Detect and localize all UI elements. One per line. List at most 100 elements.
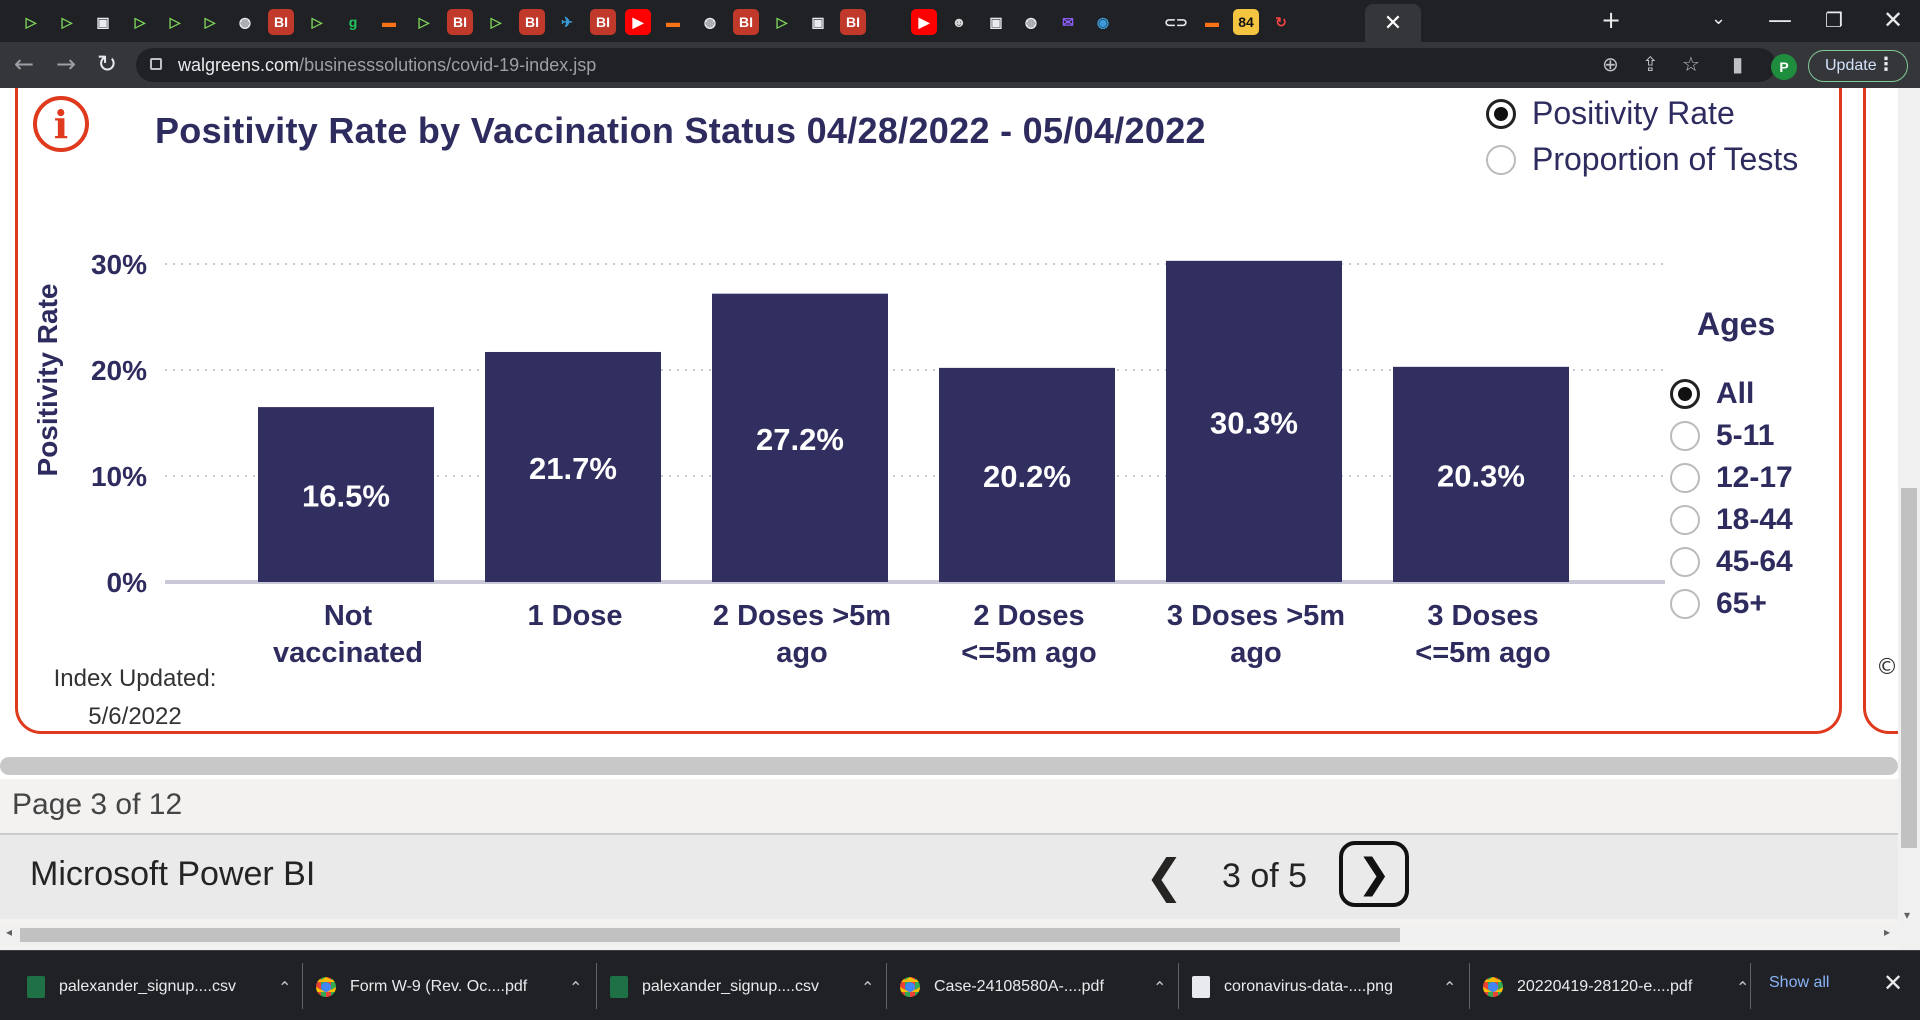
play-icon[interactable]: ▷ <box>418 13 430 30</box>
previous-page-button[interactable]: ❮ <box>1145 849 1184 903</box>
download-item[interactable]: Case-24108580A-....pdf ⌃ <box>900 961 1166 1013</box>
bi-logo-icon[interactable]: BI <box>733 9 759 35</box>
bird-icon[interactable]: ✈ <box>561 13 573 30</box>
bookmark-ribbon-icon[interactable]: ▬ <box>1205 14 1219 30</box>
age-option-5-11[interactable]: 5-11 <box>1670 419 1774 453</box>
age-option-12-17[interactable]: 12-17 <box>1670 461 1793 495</box>
show-all-downloads-button[interactable]: Show all <box>1769 974 1830 991</box>
download-item[interactable]: palexander_signup....csv ⌃ <box>27 961 291 1013</box>
youtube-icon[interactable]: ▶ <box>625 9 651 35</box>
forward-button[interactable]: → <box>56 50 77 78</box>
badge-84-icon[interactable]: 84 <box>1233 9 1259 35</box>
side-panel-icon[interactable]: ▮ <box>1732 52 1744 76</box>
info-icon[interactable]: i <box>33 96 89 152</box>
play-icon[interactable]: ▷ <box>204 13 216 30</box>
scroll-thumb[interactable] <box>0 757 1898 775</box>
portrait-icon[interactable]: ☻ <box>951 14 967 30</box>
radio-unselected-icon[interactable] <box>1670 421 1700 451</box>
chevron-up-icon[interactable]: ⌃ <box>278 977 292 997</box>
radio-unselected-icon[interactable] <box>1670 463 1700 493</box>
download-item[interactable]: 20220419-28120-e....pdf ⌃ <box>1483 961 1749 1013</box>
bookmark-ribbon-icon[interactable]: ▬ <box>666 14 680 30</box>
bar[interactable] <box>258 407 434 582</box>
chevron-up-icon[interactable]: ⌃ <box>569 977 583 997</box>
close-downloads-icon[interactable]: ✕ <box>1883 969 1904 997</box>
radio-selected-icon[interactable] <box>1670 379 1700 409</box>
close-window-button[interactable]: ✕ <box>1883 6 1904 34</box>
minimize-button[interactable]: — <box>1768 6 1792 34</box>
play-icon[interactable]: ▷ <box>311 13 323 30</box>
bar[interactable] <box>485 351 661 582</box>
bookmark-ribbon-icon[interactable]: ▬ <box>382 14 396 30</box>
powerbi-brand[interactable]: Microsoft Power BI <box>30 855 316 893</box>
chevron-up-icon[interactable]: ⌃ <box>1153 977 1167 997</box>
active-tab-close-icon[interactable]: ✕ <box>1365 4 1421 42</box>
bar[interactable] <box>712 293 888 582</box>
refresh-red-icon[interactable]: ↻ <box>1275 13 1287 30</box>
download-item[interactable]: coronavirus-data-....png ⌃ <box>1192 961 1456 1013</box>
bi-logo-icon[interactable]: BI <box>447 9 473 35</box>
globe-icon[interactable]: ◍ <box>1024 13 1038 30</box>
age-option-18-44[interactable]: 18-44 <box>1670 503 1793 537</box>
bi-logo-icon[interactable]: BI <box>268 9 294 35</box>
url-text[interactable]: walgreens.com/businesssolutions/covid-19… <box>178 55 597 75</box>
restore-button[interactable]: ❐ <box>1825 8 1843 32</box>
reload-button[interactable]: ↻ <box>97 50 118 78</box>
tab-search-chevron-icon[interactable]: ⌄ <box>1711 8 1727 29</box>
scroll-right-icon[interactable]: ▸ <box>1884 925 1891 939</box>
g-logo-icon[interactable]: g <box>348 14 358 30</box>
radio-unselected-icon[interactable] <box>1486 144 1516 175</box>
play-icon[interactable]: ▷ <box>490 13 502 30</box>
bi-logo-icon[interactable]: BI <box>519 9 545 35</box>
age-option-All[interactable]: All <box>1670 377 1754 411</box>
radio-unselected-icon[interactable] <box>1670 589 1700 619</box>
play-icon[interactable]: ▷ <box>61 13 73 30</box>
page-horizontal-scrollbar[interactable]: ◂ ▸ <box>0 925 1898 945</box>
scroll-thumb[interactable] <box>20 928 1400 942</box>
play-icon[interactable]: ▷ <box>134 13 146 30</box>
bar[interactable] <box>1393 366 1569 582</box>
metric-option-positivity[interactable]: Positivity Rate <box>1486 95 1735 132</box>
bookmark-star-icon[interactable]: ☆ <box>1682 52 1700 76</box>
age-option-65plus[interactable]: 65+ <box>1670 587 1767 621</box>
menu-dots-icon[interactable]: ⋮ <box>1877 54 1895 75</box>
chevron-up-icon[interactable]: ⌃ <box>861 977 875 997</box>
update-button[interactable]: Update ⋮ <box>1808 50 1908 82</box>
next-page-button[interactable]: ❯ <box>1339 841 1409 907</box>
radio-unselected-icon[interactable] <box>1670 547 1700 577</box>
bar[interactable] <box>1166 260 1342 582</box>
bar[interactable] <box>939 367 1115 582</box>
scroll-thumb[interactable] <box>1901 488 1917 848</box>
folder-icon[interactable]: ▣ <box>811 13 825 30</box>
globe-icon[interactable]: ◍ <box>238 13 252 30</box>
youtube-icon[interactable]: ▶ <box>911 9 937 35</box>
report-horizontal-scrollbar[interactable] <box>0 753 1898 779</box>
share-icon[interactable]: ⇪ <box>1642 52 1659 76</box>
bi-logo-icon[interactable]: BI <box>590 9 616 35</box>
play-icon[interactable]: ▷ <box>776 13 788 30</box>
globe-icon[interactable]: ◍ <box>703 13 717 30</box>
folder-icon[interactable]: ▣ <box>96 13 110 30</box>
radio-selected-icon[interactable] <box>1486 98 1516 129</box>
play-icon[interactable]: ▷ <box>25 13 37 30</box>
radio-unselected-icon[interactable] <box>1670 505 1700 535</box>
folder-icon[interactable]: ▣ <box>989 13 1003 30</box>
age-option-45-64[interactable]: 45-64 <box>1670 545 1793 579</box>
play-icon[interactable]: ▷ <box>169 13 181 30</box>
bi-logo-icon[interactable]: BI <box>840 9 866 35</box>
metric-option-proportion[interactable]: Proportion of Tests <box>1486 141 1798 178</box>
profile-avatar[interactable]: P <box>1771 54 1797 80</box>
page-vertical-scrollbar[interactable]: ▾ <box>1898 88 1920 950</box>
new-tab-button[interactable]: + <box>1601 6 1622 34</box>
chevron-up-icon[interactable]: ⌃ <box>1443 977 1457 997</box>
download-item[interactable]: Form W-9 (Rev. Oc....pdf ⌃ <box>316 961 582 1013</box>
zoom-icon[interactable]: ⊕ <box>1602 52 1619 76</box>
link-icon[interactable]: ⊂⊃ <box>1164 13 1188 30</box>
back-button[interactable]: ← <box>14 50 35 78</box>
scroll-left-icon[interactable]: ◂ <box>6 925 13 939</box>
scroll-down-icon[interactable]: ▾ <box>1904 908 1911 922</box>
chevron-up-icon[interactable]: ⌃ <box>1736 977 1750 997</box>
earth-icon[interactable]: ◉ <box>1096 13 1110 30</box>
download-item[interactable]: palexander_signup....csv ⌃ <box>610 961 874 1013</box>
mail-icon[interactable]: ✉ <box>1062 13 1074 30</box>
